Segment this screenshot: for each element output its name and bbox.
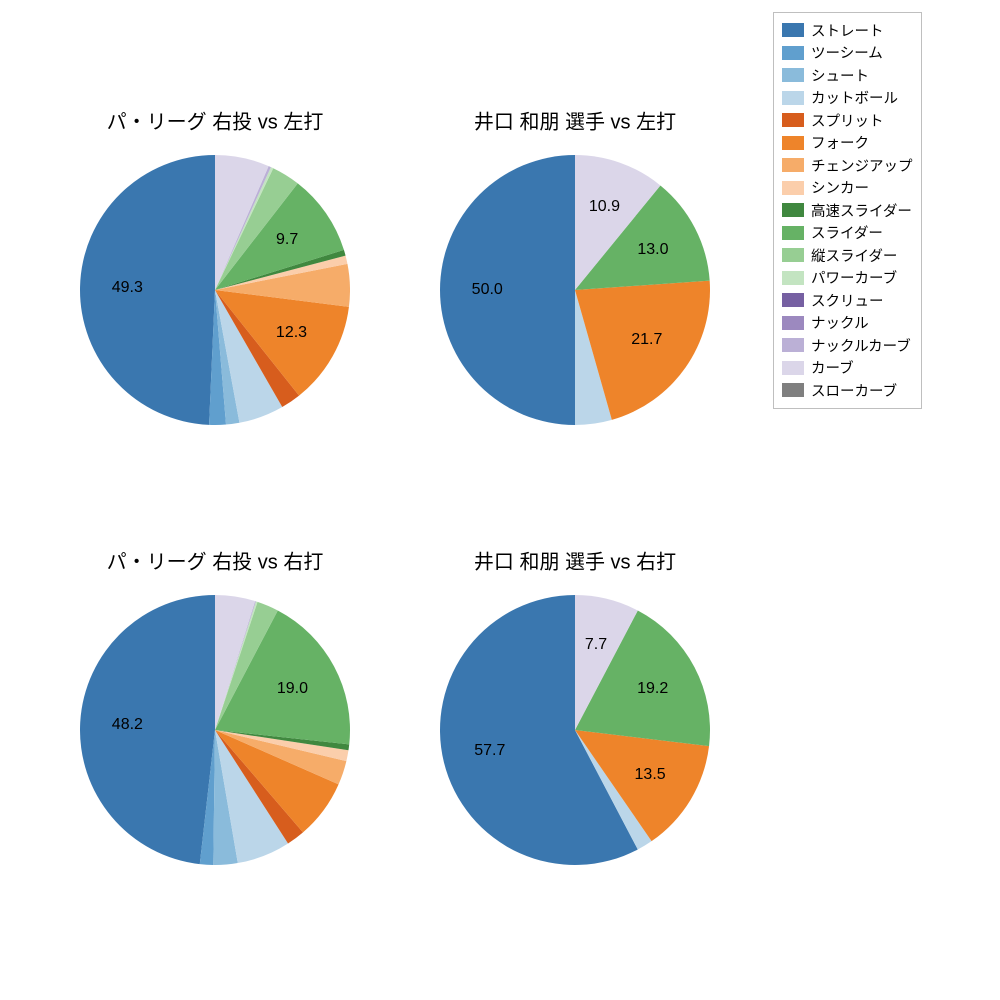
legend-item: スクリュー [782, 289, 913, 312]
legend-swatch [782, 293, 804, 307]
legend-label: シンカー [811, 177, 869, 198]
legend-swatch [782, 68, 804, 82]
legend-label: スライダー [811, 222, 883, 243]
legend-label: ストレート [811, 20, 884, 41]
legend-label: カーブ [811, 357, 854, 378]
pie-slice-label: 19.2 [637, 680, 668, 698]
pie-slice-label: 9.7 [276, 231, 298, 249]
pie-slice-label: 48.2 [112, 716, 143, 734]
pie-slice-label: 10.9 [589, 198, 620, 216]
legend-item: パワーカーブ [782, 267, 913, 290]
pie-slice [80, 595, 215, 864]
pie-slice-label: 57.7 [474, 742, 505, 760]
chart-title: 井口 和朋 選手 vs 左打 [474, 106, 676, 135]
legend-label: パワーカーブ [811, 267, 897, 288]
legend-swatch [782, 361, 804, 375]
pie-chart: 50.0 21.7 13.0 10.9 [440, 155, 710, 425]
legend-item: ナックル [782, 312, 913, 335]
pie-chart: 48.2 19.0 [80, 595, 350, 865]
pie-slice-label: 21.7 [631, 331, 662, 349]
legend-item: ツーシーム [782, 42, 913, 65]
legend-label: チェンジアップ [811, 155, 913, 176]
legend-swatch [782, 248, 804, 262]
legend-label: ツーシーム [811, 42, 883, 63]
legend-swatch [782, 158, 804, 172]
legend-label: 高速スライダー [811, 200, 912, 221]
pie-chart: 57.7 13.5 19.2 7.7 [440, 595, 710, 865]
legend-item: カットボール [782, 87, 913, 110]
legend-item: スライダー [782, 222, 913, 245]
legend-item: シュート [782, 64, 913, 87]
pie-slice-label: 50.0 [472, 281, 503, 299]
pie-slice-label: 19.0 [277, 680, 308, 698]
legend-swatch [782, 226, 804, 240]
legend-label: ナックルカーブ [811, 335, 911, 356]
legend-item: ストレート [782, 19, 913, 42]
legend-label: カットボール [811, 87, 898, 108]
legend-swatch [782, 23, 804, 37]
legend-swatch [782, 136, 804, 150]
chart-title: 井口 和朋 選手 vs 右打 [474, 546, 676, 575]
legend-swatch [782, 46, 804, 60]
chart-title: パ・リーグ 右投 vs 左打 [107, 106, 324, 135]
legend-swatch [782, 383, 804, 397]
legend-label: シュート [811, 65, 869, 86]
legend-swatch [782, 203, 804, 217]
pie-slice [440, 155, 575, 425]
legend-item: スローカーブ [782, 379, 913, 402]
legend-swatch [782, 271, 804, 285]
legend-swatch [782, 316, 804, 330]
legend-swatch [782, 338, 804, 352]
legend-item: カーブ [782, 357, 913, 380]
legend-item: スプリット [782, 109, 913, 132]
legend-label: 縦スライダー [811, 245, 897, 266]
legend-item: シンカー [782, 177, 913, 200]
chart-title: パ・リーグ 右投 vs 右打 [107, 546, 324, 575]
legend: ストレートツーシームシュートカットボールスプリットフォークチェンジアップシンカー… [773, 12, 922, 409]
chart-grid: パ・リーグ 右投 vs 左打 49.3 12.3 9.7 井口 和朋 選手 vs 左打 5… [0, 0, 1000, 1000]
legend-label: スローカーブ [811, 380, 897, 401]
legend-swatch [782, 113, 804, 127]
legend-label: フォーク [811, 132, 869, 153]
pie-slice-label: 12.3 [276, 324, 307, 342]
pie-chart: 49.3 12.3 9.7 [80, 155, 350, 425]
pie-slice-label: 49.3 [112, 279, 143, 297]
legend-label: ナックル [811, 312, 869, 333]
pie-slice-label: 13.5 [635, 766, 666, 784]
legend-item: 高速スライダー [782, 199, 913, 222]
legend-label: スプリット [811, 110, 884, 131]
legend-item: ナックルカーブ [782, 334, 913, 357]
legend-item: チェンジアップ [782, 154, 913, 177]
legend-item: 縦スライダー [782, 244, 913, 267]
legend-swatch [782, 91, 804, 105]
pie-slice-label: 13.0 [637, 241, 668, 259]
legend-swatch [782, 181, 804, 195]
pie-slice-label: 7.7 [585, 636, 607, 654]
pie-slice [80, 155, 215, 425]
legend-item: フォーク [782, 132, 913, 155]
legend-label: スクリュー [811, 290, 884, 311]
